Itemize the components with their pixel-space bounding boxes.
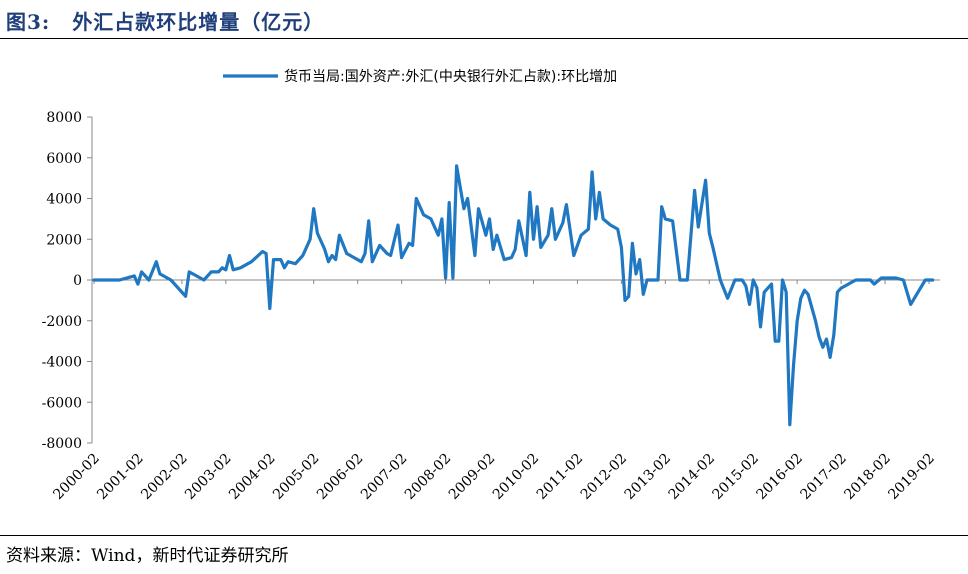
y-tick-label: 2000 bbox=[46, 232, 82, 248]
y-tick-label: -6000 bbox=[42, 395, 82, 411]
x-tick-label: 2017-02 bbox=[797, 451, 849, 503]
line-chart: 80006000400020000-2000-4000-6000-8000200… bbox=[42, 68, 940, 503]
x-tick-label: 2005-02 bbox=[270, 451, 322, 503]
x-tick-label: 2015-02 bbox=[710, 451, 762, 503]
x-tick-label: 2004-02 bbox=[226, 451, 278, 503]
x-tick-label: 2013-02 bbox=[622, 451, 674, 503]
x-tick-label: 2011-02 bbox=[534, 451, 586, 503]
x-tick-label: 2014-02 bbox=[666, 451, 718, 503]
x-tick-label: 2000-02 bbox=[50, 451, 102, 503]
series-line bbox=[92, 164, 935, 427]
y-tick-label: 0 bbox=[73, 273, 82, 289]
figure-title: 图3: 外汇占款环比增量（亿元） bbox=[6, 6, 324, 35]
bottom-rule bbox=[0, 535, 968, 536]
x-tick-label: 2009-02 bbox=[446, 451, 498, 503]
y-tick-label: 6000 bbox=[46, 151, 82, 167]
x-tick-label: 2007-02 bbox=[358, 451, 410, 503]
x-tick-label: 2008-02 bbox=[402, 451, 454, 503]
x-tick-label: 2006-02 bbox=[314, 451, 366, 503]
x-tick-label: 2001-02 bbox=[94, 451, 146, 503]
y-tick-label: 8000 bbox=[46, 110, 82, 126]
x-tick-label: 2018-02 bbox=[841, 451, 893, 503]
x-tick-label: 2012-02 bbox=[578, 451, 630, 503]
y-tick-label: 4000 bbox=[46, 192, 82, 208]
y-tick-label: -2000 bbox=[42, 314, 82, 330]
y-tick-label: -4000 bbox=[42, 355, 82, 371]
figure-label: 图3: bbox=[6, 10, 51, 34]
x-tick-label: 2019-02 bbox=[885, 451, 937, 503]
x-tick-label: 2010-02 bbox=[490, 451, 542, 503]
legend-label: 货币当局:国外资产:外汇(中央银行外汇占款):环比增加 bbox=[284, 68, 617, 85]
x-tick-label: 2003-02 bbox=[182, 451, 234, 503]
figure-title-text: 外汇占款环比增量（亿元） bbox=[72, 10, 325, 34]
source-note: 资料来源：Wind，新时代证券研究所 bbox=[6, 546, 289, 566]
y-tick-label: -8000 bbox=[42, 436, 82, 452]
x-tick-label: 2016-02 bbox=[754, 451, 806, 503]
top-rule bbox=[0, 38, 968, 39]
x-tick-label: 2002-02 bbox=[138, 451, 190, 503]
